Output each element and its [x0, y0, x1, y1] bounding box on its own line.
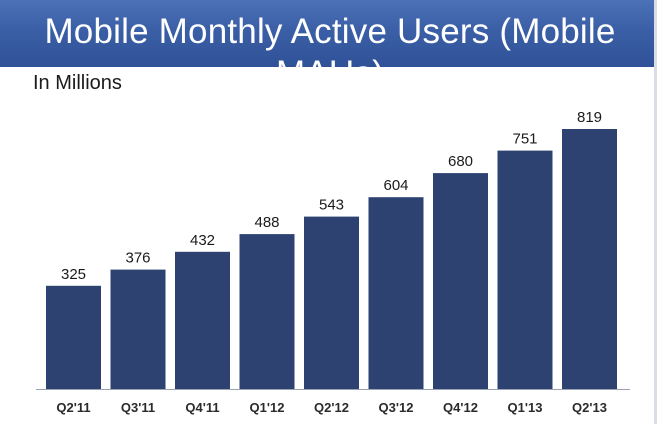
x-tick-label-2: Q4'11: [185, 400, 219, 415]
x-tick-label-4: Q2'12: [314, 400, 349, 415]
chart-subtitle: In Millions: [33, 72, 122, 94]
data-label-6: 680: [448, 153, 473, 170]
data-label-8: 819: [577, 109, 602, 126]
x-tick-label-0: Q2'11: [56, 400, 90, 415]
x-tick-label-5: Q3'12: [379, 400, 414, 415]
data-label-7: 751: [512, 131, 537, 148]
bar-5: [368, 197, 424, 389]
bar-2: [175, 251, 230, 389]
data-label-0: 325: [61, 266, 86, 283]
x-tick-label-6: Q4'12: [443, 400, 478, 415]
data-label-4: 543: [319, 197, 344, 214]
bar-8: [562, 129, 617, 389]
x-tick-label-7: Q1'13: [508, 400, 543, 415]
bar-3: [239, 234, 295, 389]
chart-title: Mobile Monthly Active Users (Mobile MAUs…: [44, 12, 616, 93]
x-tick-label-1: Q3'11: [121, 400, 155, 415]
bar-1: [110, 269, 166, 389]
bar-0: [46, 285, 101, 389]
title-bar: [0, 0, 657, 67]
bar-6: [433, 173, 488, 389]
data-label-1: 376: [125, 250, 150, 267]
bar-4: [304, 216, 359, 389]
plot-frame: [0, 67, 657, 424]
x-tick-label-8: Q2'13: [572, 400, 607, 415]
data-label-3: 488: [254, 214, 279, 231]
x-tick-label-3: Q1'12: [250, 400, 285, 415]
bar-7: [497, 150, 553, 389]
data-label-2: 432: [190, 232, 215, 249]
data-label-5: 604: [383, 177, 408, 194]
